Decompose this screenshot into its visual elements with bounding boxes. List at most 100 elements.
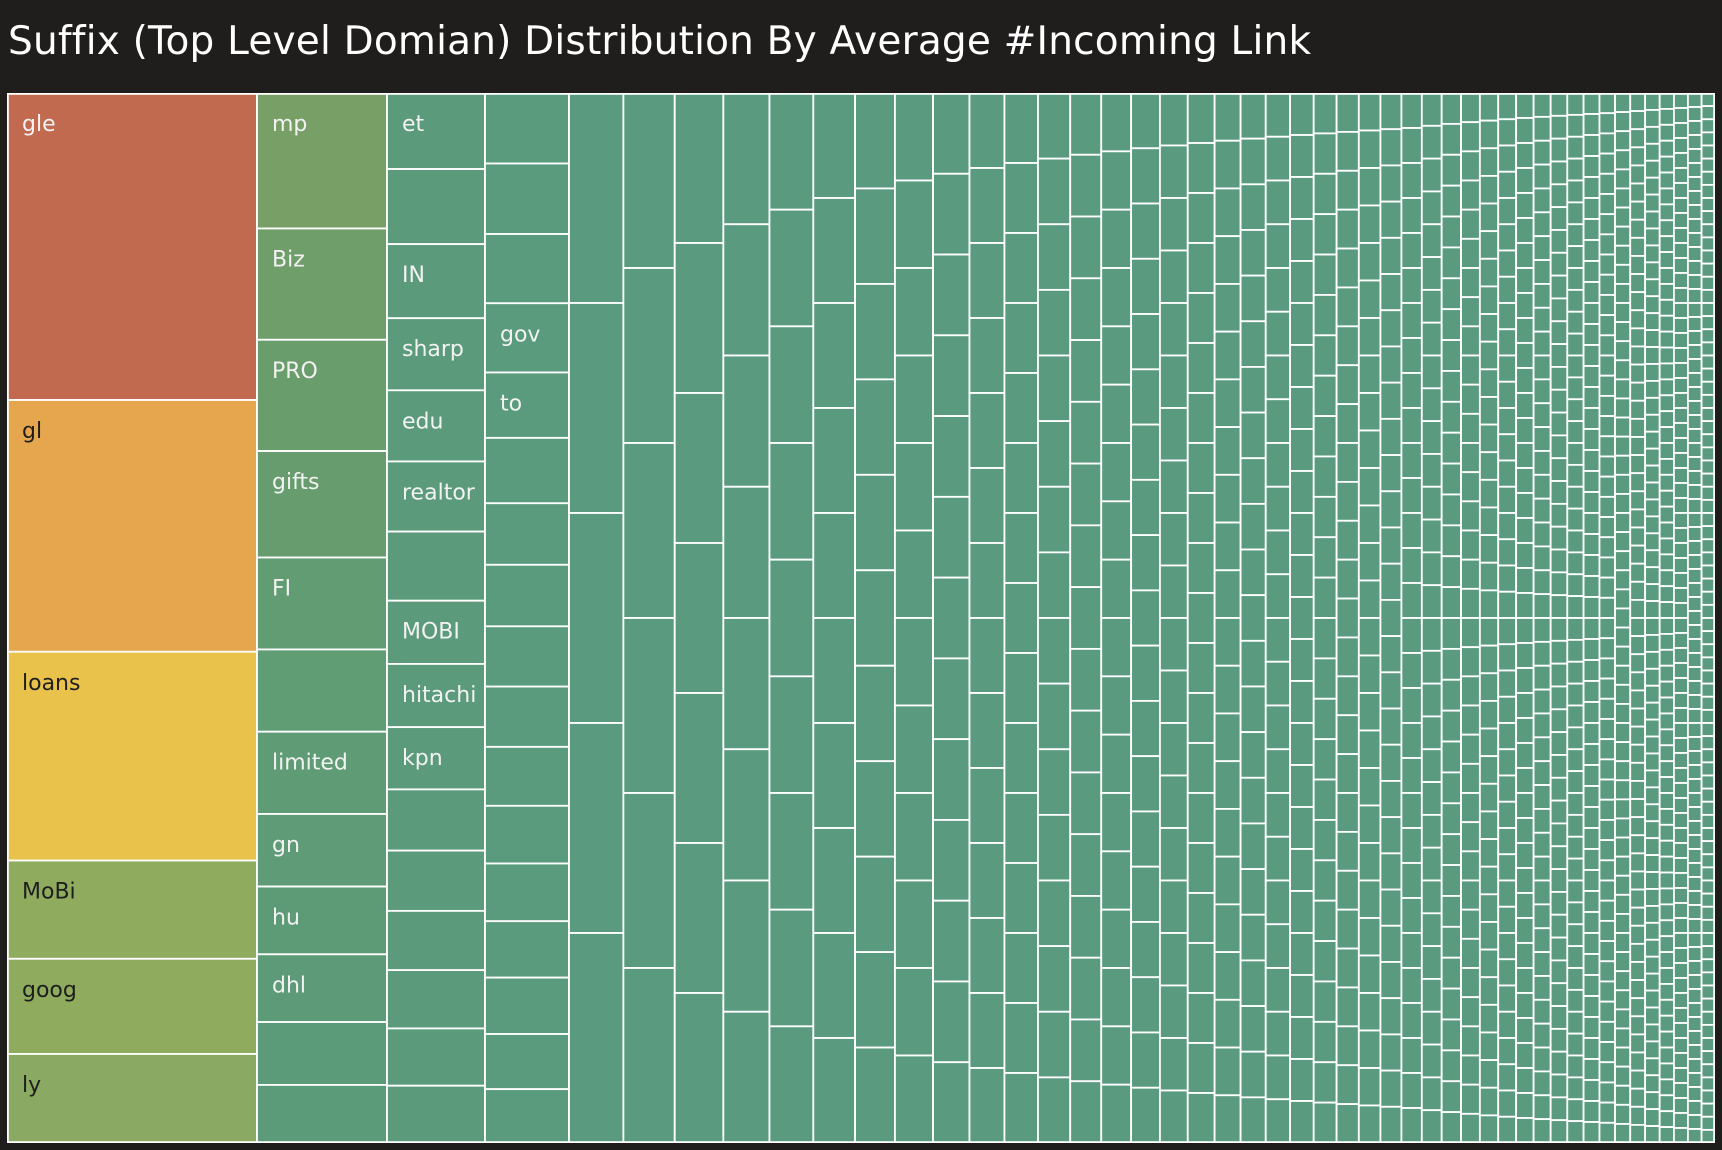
tile	[1614, 359, 1632, 381]
tile	[1497, 905, 1518, 934]
tile	[1420, 93, 1443, 127]
tile	[1130, 368, 1161, 426]
tile	[1629, 598, 1647, 619]
tile	[1440, 586, 1462, 619]
tile	[1159, 722, 1189, 777]
tile	[1400, 1107, 1423, 1143]
tile-label: gn	[272, 833, 300, 858]
tile	[1515, 367, 1535, 394]
tile	[1239, 1096, 1267, 1143]
tile	[1357, 242, 1382, 282]
tile	[812, 932, 856, 1039]
tile	[1549, 548, 1569, 574]
tile	[1264, 617, 1291, 663]
tile	[1460, 500, 1481, 532]
tile	[1598, 738, 1616, 761]
tile	[1566, 638, 1585, 663]
tile	[1515, 392, 1535, 419]
tile	[1700, 905, 1715, 921]
tile	[1532, 664, 1552, 691]
tile	[1629, 870, 1647, 891]
tile	[1658, 362, 1675, 381]
tile	[1069, 524, 1103, 589]
tile	[568, 932, 625, 1143]
tile	[1440, 339, 1462, 372]
tile	[1379, 128, 1403, 167]
tile	[1159, 669, 1189, 724]
tile	[673, 692, 725, 844]
tile	[1629, 1033, 1647, 1054]
tile	[1700, 564, 1715, 580]
tile	[1673, 902, 1689, 919]
tile	[484, 436, 570, 505]
tile	[1186, 93, 1216, 144]
tile	[1700, 866, 1715, 882]
tile	[1629, 472, 1647, 493]
tile	[1497, 695, 1518, 724]
tile	[1687, 148, 1703, 164]
tile	[1357, 842, 1382, 882]
tile	[1497, 1063, 1518, 1092]
tile	[1420, 682, 1443, 718]
tile	[1379, 273, 1403, 312]
tile	[1700, 617, 1715, 633]
tile-label: dhl	[272, 973, 306, 998]
tile	[1357, 93, 1382, 132]
tile	[1420, 223, 1443, 258]
tile	[1478, 948, 1500, 979]
tile	[1598, 294, 1616, 317]
tile	[1673, 227, 1689, 244]
tile	[1460, 354, 1481, 386]
tile	[1598, 1020, 1616, 1043]
tile	[1687, 582, 1703, 598]
tile	[1289, 302, 1315, 346]
tile	[1239, 366, 1267, 414]
tile	[1357, 767, 1382, 807]
tile	[1312, 495, 1338, 539]
tile	[622, 617, 676, 794]
tile	[1598, 1121, 1616, 1143]
tile	[1549, 114, 1569, 140]
tile	[1549, 731, 1569, 756]
tile	[1687, 918, 1703, 934]
tile	[1673, 137, 1689, 154]
tile	[1549, 434, 1569, 460]
tile	[386, 530, 486, 602]
tile	[1440, 370, 1462, 403]
tile	[1566, 113, 1585, 138]
tile	[1312, 415, 1338, 458]
tile	[1614, 493, 1632, 514]
tile	[1003, 372, 1039, 444]
tile	[1400, 547, 1423, 584]
tile	[1478, 893, 1500, 923]
tile	[1532, 569, 1552, 596]
tile	[1335, 597, 1360, 639]
tile	[1658, 108, 1675, 126]
tile	[932, 93, 971, 175]
tile	[1673, 347, 1689, 364]
tile	[1460, 442, 1481, 474]
tile	[1566, 398, 1585, 423]
tile	[1658, 219, 1675, 238]
tile-gle	[7, 93, 258, 401]
tile	[1629, 128, 1647, 149]
tile	[1440, 308, 1462, 341]
tile	[1379, 1069, 1403, 1108]
tile	[1400, 687, 1423, 724]
tile	[1420, 748, 1443, 783]
tile	[1673, 302, 1689, 319]
tile	[1420, 912, 1443, 948]
tile	[1566, 245, 1585, 269]
tile	[1460, 937, 1481, 969]
tile	[1460, 587, 1481, 619]
tile	[1700, 223, 1715, 239]
tile	[1700, 1050, 1715, 1066]
tile	[1629, 309, 1647, 330]
tile	[1130, 93, 1161, 150]
tile	[1700, 144, 1715, 160]
tile	[1614, 798, 1632, 820]
tile	[1420, 1109, 1443, 1143]
tile	[1549, 137, 1569, 163]
tile	[1566, 835, 1585, 860]
tile	[1614, 855, 1632, 877]
